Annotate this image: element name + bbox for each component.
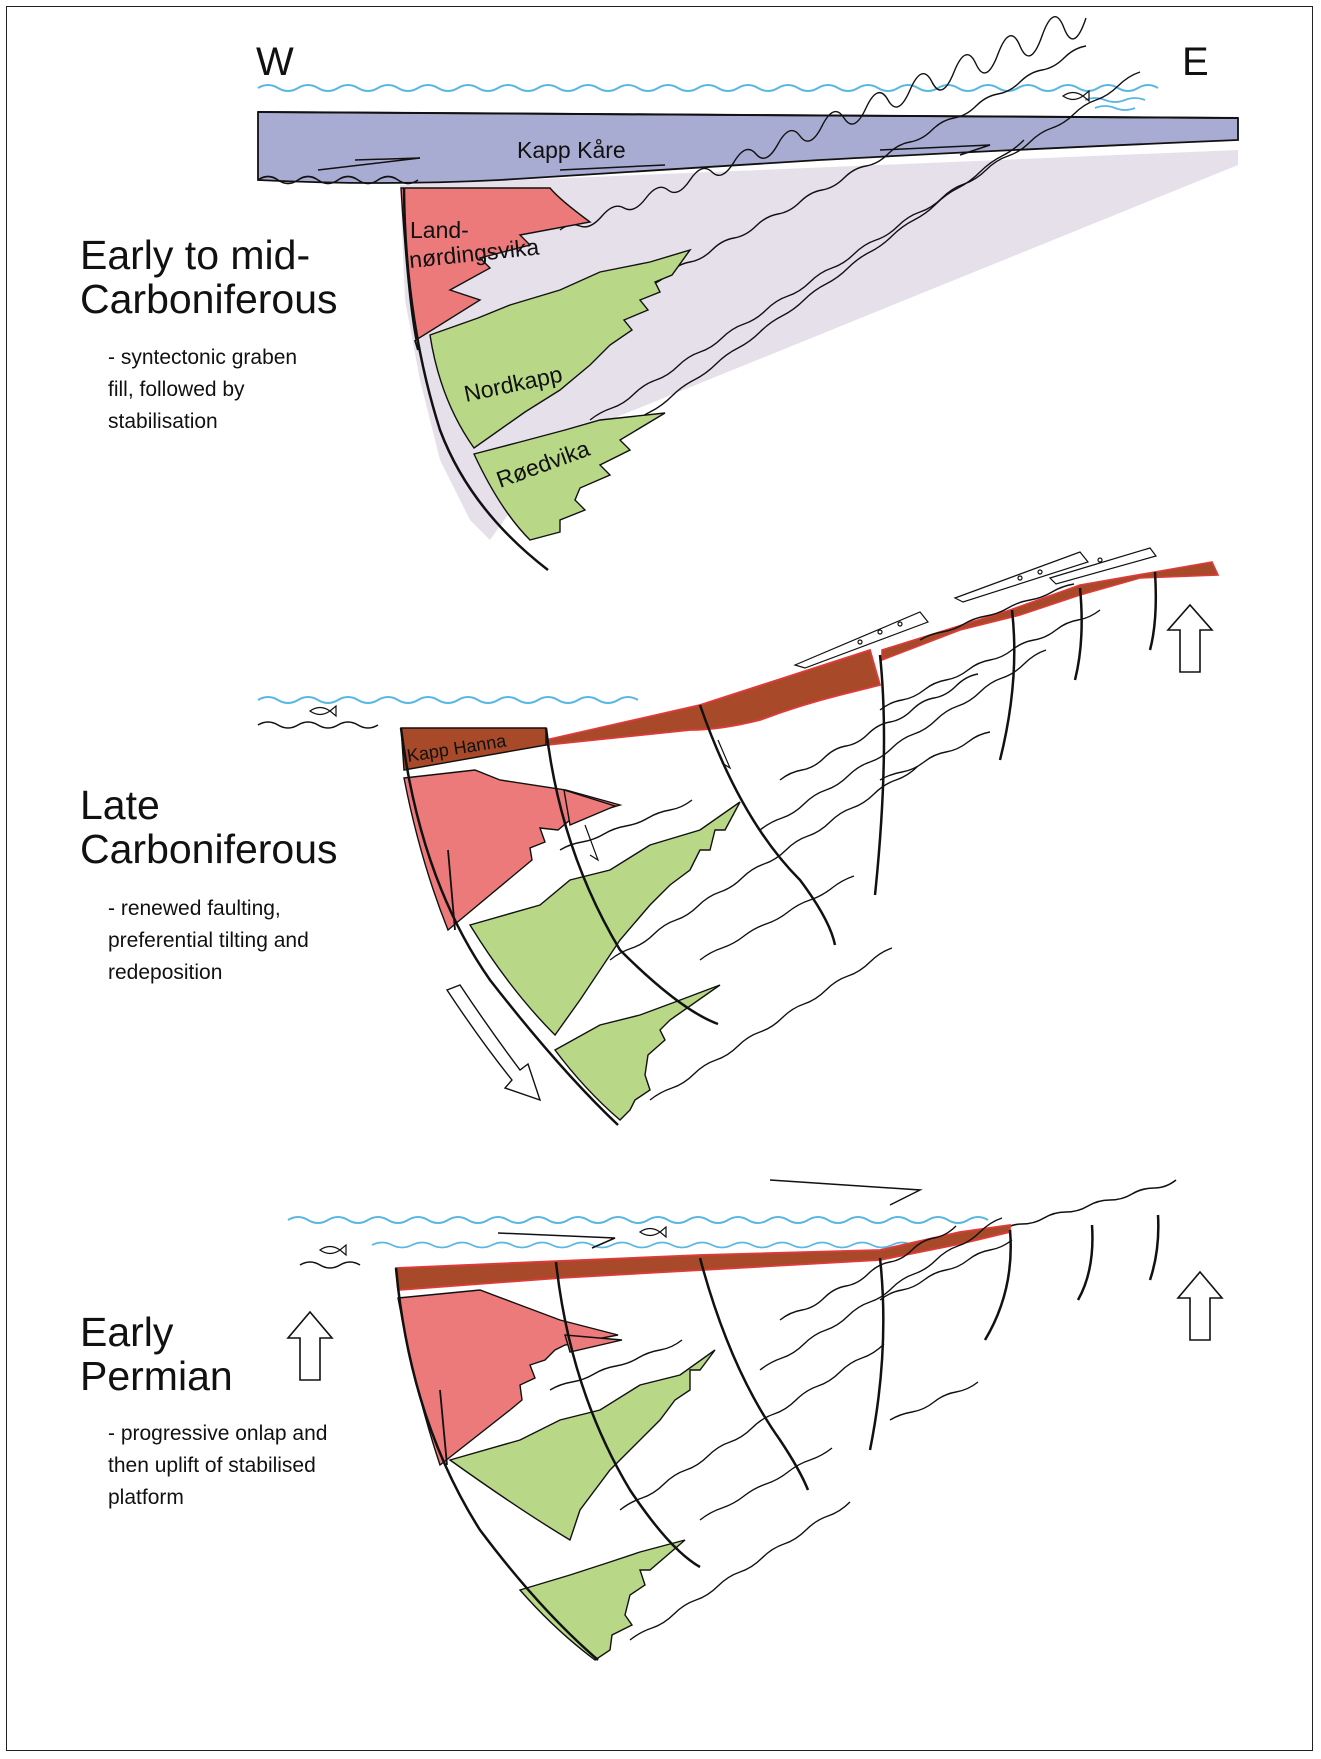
- panel-3-seafloor-east: [999, 1179, 1177, 1233]
- panel-2-fault-3: [698, 704, 837, 946]
- fish-icon: [308, 704, 337, 718]
- panel-2-fault-5: [998, 609, 1016, 761]
- panel-1-sea-surface: [257, 84, 1159, 92]
- panel-2-kapp-hanna-unit: [400, 727, 547, 771]
- panel-2-brown-cover: [545, 648, 882, 746]
- panel-2-desc-line3: redeposition: [108, 961, 223, 984]
- panel-3-desc-line2: then uplift of stabilised: [108, 1454, 316, 1477]
- panel-1-kapp-kare-layer: [257, 111, 1239, 184]
- label-kapp-kare: Kapp Kåre: [517, 137, 626, 163]
- panel-2-master-fault: [399, 727, 619, 1126]
- panel-3-uplift-arrow-east: [1176, 1270, 1224, 1341]
- panel-3-onlap-line-2: [497, 1232, 616, 1249]
- panel-3-sea-surface-2: [371, 1241, 953, 1249]
- panel-3-green-unit-2: [518, 1539, 686, 1661]
- panel-2-green-unit-1: [468, 801, 741, 1037]
- panel-3-fault-6: [1076, 1224, 1094, 1301]
- panel-1-unconformity: [257, 175, 419, 185]
- panel-1-desc-line3: stabilisation: [108, 410, 218, 433]
- panel-2-red-unit-2: [563, 788, 618, 826]
- panel-3-desc-line1: - progressive onlap and: [108, 1422, 328, 1445]
- panel-1-minor-fault: [414, 339, 419, 351]
- panel-3-faults: [394, 1214, 1160, 1661]
- panel-3-fault-7: [1148, 1214, 1160, 1281]
- panel-3-fault-4: [868, 1257, 885, 1451]
- figure-frame: [6, 6, 1313, 1751]
- panel-2-cross-section: Kapp Hanna: [257, 547, 1220, 1126]
- panel-3-brown-cover: [395, 1223, 1011, 1291]
- fish-icon: [1061, 89, 1090, 103]
- panel-1-onlap-line-3: [879, 144, 991, 156]
- panel-2-title: Late Carboniferous: [80, 783, 338, 871]
- panel-2-fault-7: [1148, 571, 1158, 651]
- panel-2-debris-wedges: [793, 547, 1158, 669]
- panel-1-cross-section: Kapp Kåre Land- nørdingsvika Nordkapp Rø…: [257, 16, 1239, 571]
- panel-3-master-fault: [394, 1267, 599, 1661]
- fish-icon: [638, 1225, 667, 1239]
- panel-3-desc-line3: platform: [108, 1486, 184, 1509]
- panel-2-brown-cover-east: [881, 561, 1220, 662]
- panel-3-fault-minor: [439, 1389, 448, 1466]
- panel-3-fault-2: [554, 1261, 701, 1569]
- panel-2-desc-line1: - renewed faulting,: [108, 897, 281, 920]
- fish-icon: [318, 1243, 347, 1257]
- panel-2-faults: [399, 571, 1158, 1126]
- east-label: E: [1182, 40, 1209, 84]
- panel-1-desc-line1: - syntectonic graben: [108, 346, 298, 369]
- panel-3-description: - progressive onlap and then uplift of s…: [108, 1418, 408, 1514]
- panel-2-description: - renewed faulting, preferential tilting…: [108, 893, 408, 989]
- panel-3-fault-5: [983, 1229, 1012, 1341]
- panel-2-fault-2: [544, 727, 719, 1026]
- label-landnordingsvika-1: Land-: [410, 217, 469, 243]
- panel-1-description: - syntectonic graben fill, followed by s…: [108, 342, 408, 438]
- panel-2-fault-6: [1073, 587, 1083, 681]
- panel-1-onlap-line-2: [559, 164, 666, 171]
- panel-1-title: Early to mid- Carboniferous: [80, 233, 338, 321]
- panel-2-strata: [559, 583, 1101, 1101]
- panel-3-red-unit-2: [564, 1334, 623, 1353]
- panel-3-title: Early Permian: [80, 1310, 233, 1398]
- panel-3-strata: [549, 1217, 1013, 1641]
- panel-2-title-line2: Carboniferous: [80, 826, 338, 872]
- panel-2-tilt-arrow: [445, 984, 542, 1102]
- panel-1-desc-line2: fill, followed by: [108, 378, 245, 401]
- panel-1-east-waves: [1084, 97, 1146, 111]
- panel-3-seafloor-west: [299, 1261, 361, 1269]
- panel-1-master-fault: [402, 187, 549, 571]
- west-label: W: [256, 40, 294, 84]
- panel-3-green-unit-1: [448, 1349, 716, 1542]
- panel-2-desc-line2: preferential tilting and: [108, 929, 309, 952]
- panel-1-shelf-fill: [400, 150, 1238, 540]
- panel-2-uplift-arrow: [1166, 603, 1214, 673]
- panel-3-onlap-line-1: [769, 1179, 923, 1206]
- panel-1-onlap-line-1: [317, 157, 421, 171]
- panel-2-green-unit-2: [553, 984, 721, 1121]
- panel-2-slip-arrow-1: [584, 824, 600, 862]
- panel-1-title-line2: Carboniferous: [80, 276, 338, 322]
- panel-2-sea-surface: [257, 696, 639, 704]
- panel-3-cross-section: [286, 1179, 1224, 1661]
- panel-3-title-line1: Early: [80, 1309, 174, 1355]
- panel-3-fault-3: [698, 1257, 810, 1491]
- panel-3-title-line2: Permian: [80, 1353, 233, 1399]
- panel-2-title-line1: Late: [80, 782, 160, 828]
- panel-1-kapp-kare-top: [257, 111, 1239, 119]
- panel-3-sea-surface: [287, 1216, 989, 1224]
- panel-2-fault-minor: [447, 849, 456, 931]
- panel-2-fault-4: [873, 654, 886, 896]
- panel-1-title-line1: Early to mid-: [80, 232, 311, 278]
- panel-1-nordkapp-unit: [429, 248, 692, 449]
- panel-3-uplift-arrow-west: [286, 1310, 334, 1381]
- panel-2-seafloor-west: [257, 721, 379, 729]
- panel-1-roedvika-unit: [473, 412, 666, 541]
- panel-2-slip-arrow-2: [717, 739, 732, 770]
